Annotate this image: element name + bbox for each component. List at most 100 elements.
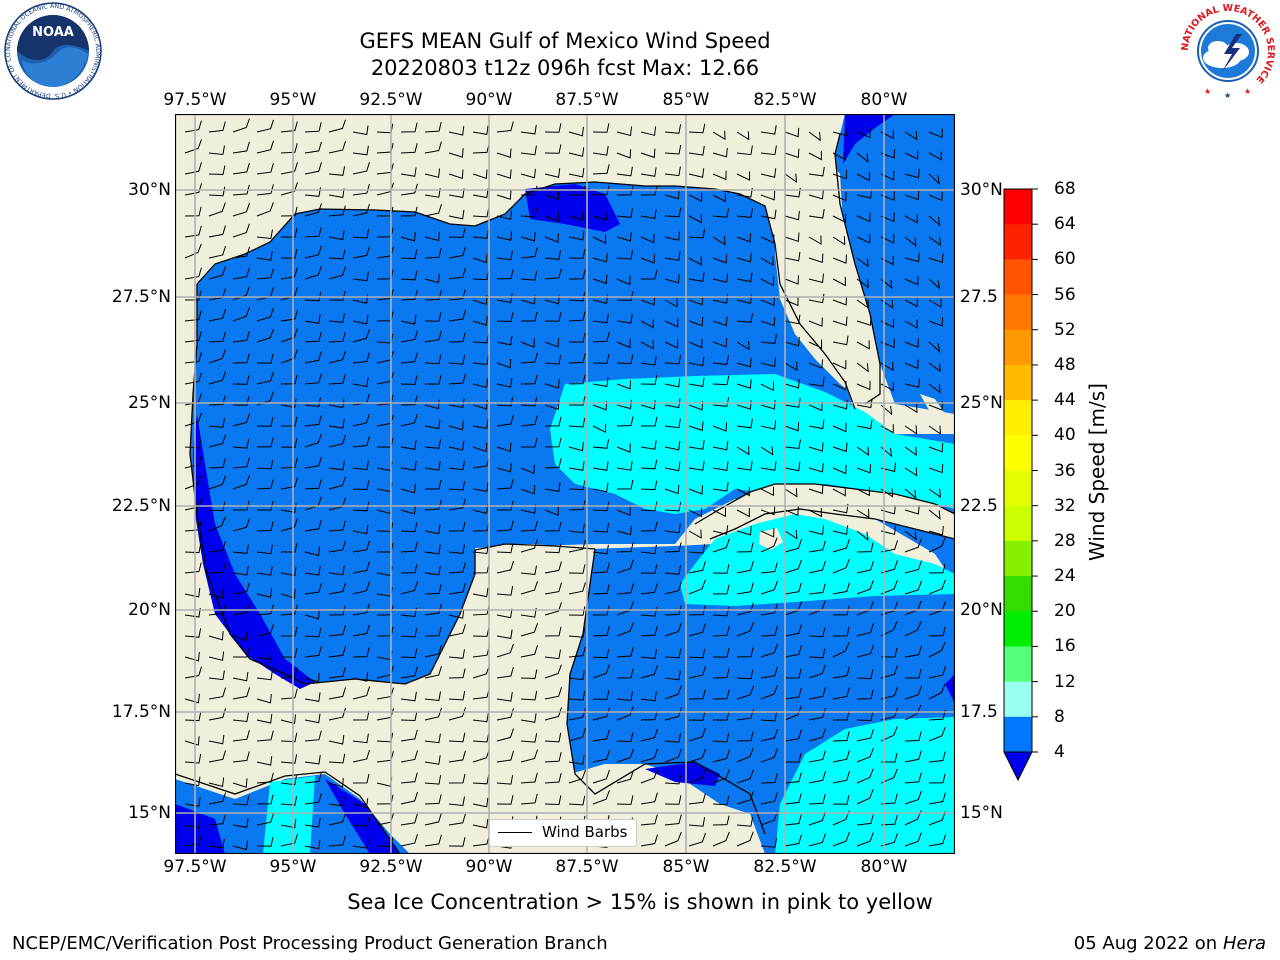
wind-barb [352, 352, 370, 364]
wind-barb [880, 149, 895, 159]
wind-barb [808, 750, 826, 763]
wind-barb [616, 126, 632, 137]
wind-barb [928, 362, 941, 373]
wind-barb [688, 461, 705, 471]
wind-barb [424, 707, 442, 721]
wind-barb [568, 147, 585, 157]
wind-barb [232, 223, 250, 238]
wind-barb [256, 670, 273, 681]
wind-barb [688, 769, 706, 784]
wind-barb [736, 525, 752, 536]
wind-barb [784, 173, 798, 184]
wind-barb [568, 670, 585, 681]
wind-barb [568, 185, 586, 196]
lon-tick-top-7: 82.5°W [753, 90, 817, 110]
wind-barb [712, 397, 730, 407]
wind-barb [424, 168, 441, 178]
wind-barb [208, 225, 226, 238]
wind-barb [688, 145, 705, 156]
wind-barb [208, 631, 224, 641]
wind-barb [520, 168, 536, 179]
wind-barb [448, 732, 466, 743]
wind-barb [856, 257, 869, 268]
wind-barb [328, 646, 346, 658]
wind-barb [448, 582, 466, 595]
wind-barb [616, 208, 633, 218]
wind-barb [232, 202, 250, 217]
wind-barb [736, 507, 750, 518]
wind-barb [400, 750, 418, 763]
wind-barb [784, 251, 801, 262]
wind-barb [544, 338, 560, 348]
wind-barb [184, 120, 202, 133]
wind-barb [232, 286, 250, 301]
atlantic-dark-strip [843, 114, 895, 164]
wind-barb [184, 225, 202, 238]
wind-barb [832, 254, 847, 264]
wind-barb [304, 203, 322, 217]
wind-barb [544, 168, 561, 178]
wind-barb [280, 518, 298, 532]
lon-tick-bottom-6: 85°W [662, 857, 710, 877]
wind-barb [832, 832, 850, 847]
wind-barb [856, 789, 874, 805]
colorbar-band [1004, 435, 1032, 471]
wind-barb [568, 441, 584, 452]
wind-barb [664, 484, 680, 495]
wind-barb [664, 251, 681, 261]
wind-barb [328, 460, 345, 471]
wind-barb [856, 728, 874, 742]
wind-barb [520, 396, 538, 407]
wind-barb [640, 521, 658, 532]
wind-barb [928, 383, 941, 394]
wind-barb [808, 687, 826, 700]
wind-barb [904, 704, 922, 721]
wind-barb [184, 608, 201, 618]
wind-barb [784, 398, 801, 408]
wind-barb [736, 685, 754, 700]
wind-barb [280, 398, 297, 408]
wind-barb [616, 506, 631, 516]
wind-barb [184, 834, 202, 847]
wind-barb [256, 500, 274, 511]
wind-barb [328, 753, 346, 764]
wind-barb [208, 245, 226, 259]
wind-barb [496, 543, 514, 554]
svg-text:NOAA: NOAA [32, 25, 74, 40]
wind-barb [640, 375, 658, 385]
wind-barb [736, 647, 754, 658]
wind-barb [448, 750, 466, 763]
wind-barb [328, 290, 346, 301]
wind-barb [544, 602, 562, 616]
wind-barb [928, 773, 946, 784]
wind-barb [616, 443, 631, 453]
wind-barb [208, 516, 226, 532]
wind-barb [448, 267, 466, 280]
wind-barb [424, 499, 442, 511]
wind-barb [832, 151, 846, 161]
wind-barb [664, 339, 679, 349]
wind-barb [496, 608, 513, 619]
wind-barb [304, 314, 321, 324]
wind-barb [712, 749, 730, 763]
wind-barb [256, 353, 274, 364]
noaa-logo: NATIONAL OCEANIC AND ATMOSPHERIC ADMINIS… [2, 2, 102, 100]
wind-barb [232, 267, 250, 280]
wind-barb [424, 626, 442, 637]
wind-barb [352, 581, 370, 595]
wind-barb [712, 626, 730, 637]
wind-barb [688, 817, 706, 827]
wind-barb [496, 643, 514, 658]
wind-barb [712, 647, 730, 658]
wind-barb [640, 728, 658, 742]
wind-barb [664, 670, 681, 681]
wind-barb [520, 232, 536, 242]
wind-barb [496, 231, 513, 241]
wind-barb [568, 374, 586, 385]
wind-barb [400, 772, 418, 784]
wind-barb [880, 525, 897, 535]
wind-barb [688, 295, 704, 306]
wind-barb [904, 359, 919, 370]
wind-barb [856, 278, 869, 289]
wind-barb [760, 334, 777, 344]
